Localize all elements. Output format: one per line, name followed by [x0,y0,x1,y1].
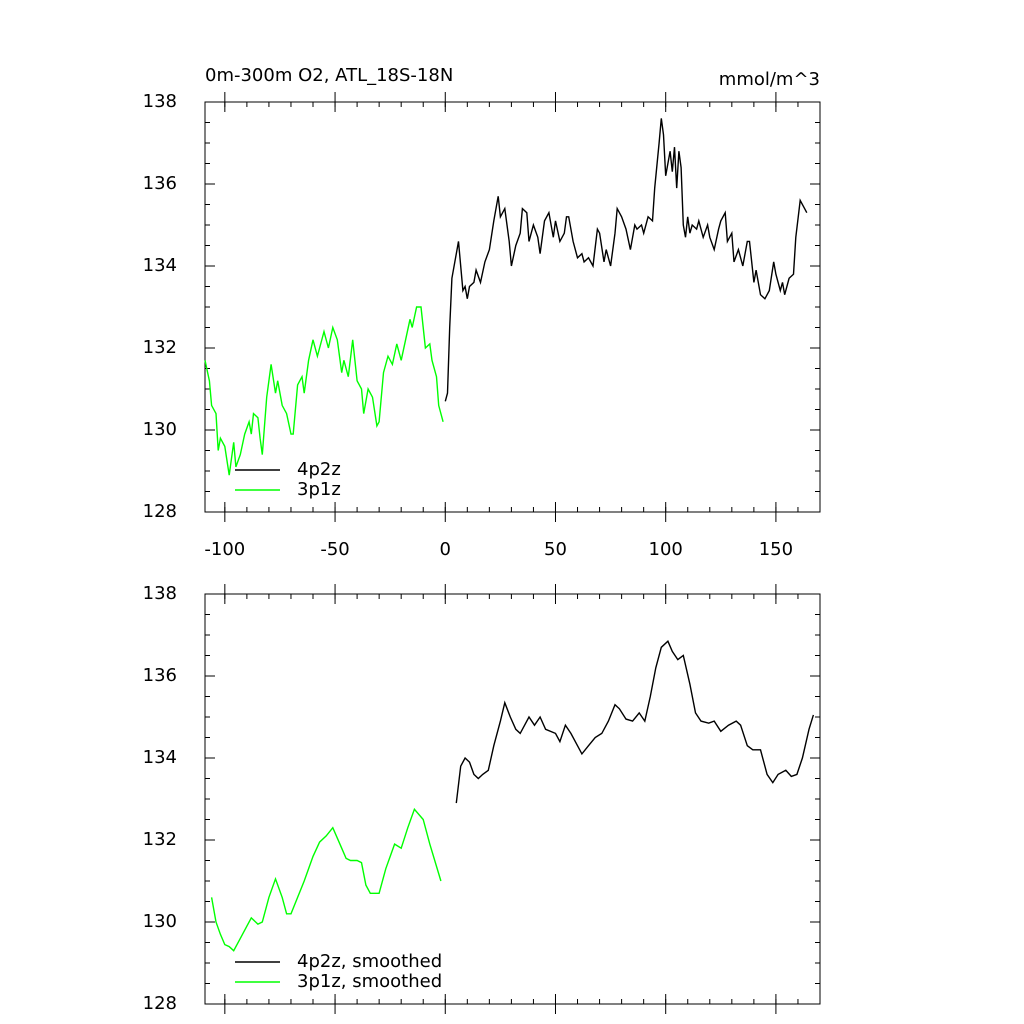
legend-label: 4p2z, smoothed [297,951,442,972]
y-tick-label: 136 [143,173,177,194]
y-tick-label: 134 [143,747,177,768]
y-tick-label: 136 [143,665,177,686]
plot-frame [204,101,821,513]
y-tick-label: 132 [143,829,177,850]
x-tick-label: 100 [649,539,683,560]
y-tick-label: 128 [143,993,177,1014]
x-tick-label: 150 [759,539,793,560]
data-line [204,306,444,476]
legend-label: 3p1z, smoothed [297,971,442,992]
data-line [210,807,442,952]
x-tick-label: -50 [320,539,349,560]
x-tick-label: 0 [440,539,451,560]
chart-title: 0m-300m O2, ATL_18S-18N [205,65,453,86]
y-tick-label: 130 [143,911,177,932]
y-tick-label: 138 [143,583,177,604]
legend-label: 4p2z [297,459,341,480]
data-line [455,640,815,804]
data-line [444,118,808,402]
x-tick-label: 50 [544,539,567,560]
y-tick-label: 138 [143,91,177,112]
y-tick-label: 128 [143,501,177,522]
legend-label: 3p1z [297,479,341,500]
y-tick-label: 132 [143,337,177,358]
y-tick-label: 130 [143,419,177,440]
units-label: mmol/m^3 [719,69,820,90]
x-tick-label: -100 [204,539,245,560]
plot-frame [204,593,821,1005]
y-tick-label: 134 [143,255,177,276]
